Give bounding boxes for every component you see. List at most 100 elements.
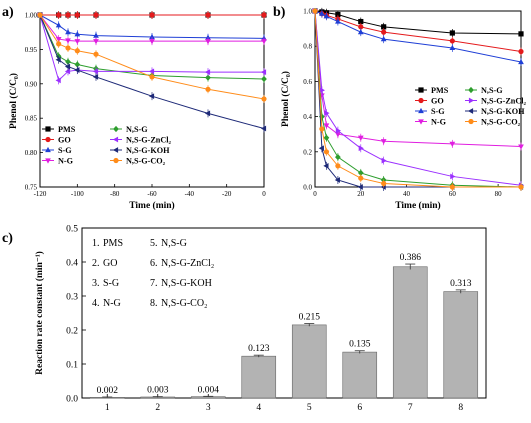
data-point: [261, 75, 267, 83]
legend-entry: N,S-G-ZnCl₂: [481, 97, 527, 106]
legend-number: 7.: [150, 278, 158, 289]
data-point: [323, 123, 330, 129]
legend-entry: N,S-G-KOH: [481, 107, 525, 116]
x-tick-label: -120: [34, 190, 47, 198]
data-point: [381, 29, 387, 35]
data-point: [312, 8, 318, 14]
legend-marker: [418, 107, 424, 114]
legend-number: 1.: [92, 238, 100, 249]
x-tick-label: 40: [403, 190, 411, 198]
x-tick-label: 1: [105, 403, 110, 413]
legend-entry: N,S-G: [481, 86, 503, 95]
data-point: [260, 125, 267, 132]
legend-marker: [468, 118, 474, 125]
data-point: [148, 93, 155, 100]
x-tick-label: 3: [206, 403, 211, 413]
data-point: [380, 36, 387, 42]
x-tick-label: -80: [110, 190, 120, 198]
data-point: [335, 163, 341, 169]
legend-marker: [468, 97, 475, 104]
legend-marker: [45, 126, 51, 132]
data-label: 0.123: [248, 344, 270, 354]
y-tick-label: 0.2: [303, 148, 312, 156]
data-point: [261, 12, 267, 18]
legend-marker: [113, 157, 119, 164]
data-point: [204, 69, 211, 75]
data-label: 0.215: [299, 313, 321, 323]
legend-marker: [418, 97, 424, 104]
data-point: [205, 86, 211, 92]
legend-marker: [418, 119, 424, 125]
data-point: [93, 51, 99, 57]
legend-name: N,S-G-ZnCl₂: [161, 258, 214, 269]
series-line-6: [314, 10, 521, 188]
data-point: [74, 39, 81, 45]
legend-entry: N,S-G-CO₂: [481, 118, 521, 127]
legend-name: N,S-G: [161, 238, 187, 249]
data-point: [261, 96, 267, 102]
data-label: 0.135: [349, 340, 371, 350]
data-label: 0.004: [198, 385, 220, 395]
data-point: [449, 44, 456, 51]
bar: [443, 291, 479, 399]
data-point: [358, 145, 364, 152]
data-point: [380, 139, 387, 145]
series-line-7: [39, 14, 265, 100]
data-point: [74, 31, 81, 37]
x-axis-label: Time (min): [395, 200, 440, 211]
data-point: [92, 68, 99, 75]
data-point: [358, 24, 364, 30]
data-point: [65, 38, 71, 44]
y-tick-label: 0.90: [25, 80, 38, 88]
legend-number: 6.: [150, 258, 158, 269]
data-point: [65, 29, 71, 35]
data-point: [55, 56, 61, 63]
data-point: [518, 184, 524, 190]
plot-frame: [81, 227, 487, 399]
x-tick-label: 6: [357, 403, 362, 413]
data-point: [74, 48, 80, 54]
data-point: [335, 11, 341, 18]
legend-marker: [468, 86, 474, 94]
panel-a: a) -120 -100 -80 -60 -40 -20 0 0.75 0.80 0.85 0.90 0…: [2, 5, 267, 211]
data-point: [56, 12, 62, 18]
legend-marker: [113, 125, 119, 133]
x-tick-label: -100: [71, 190, 84, 198]
x-tick-label: 7: [408, 403, 413, 413]
data-point: [64, 63, 71, 70]
data-point: [74, 61, 81, 68]
data-point: [205, 12, 211, 18]
x-tick-label: 8: [458, 403, 463, 413]
bar: [241, 355, 277, 399]
data-point: [319, 126, 325, 132]
data-point: [65, 58, 71, 65]
data-point: [335, 132, 341, 138]
legend-entry: S-G: [58, 146, 72, 155]
y-tick-label: 0.80: [25, 149, 38, 157]
panel-b: b) 0 20 40 60 80 0.0 0.2 0.4 0.6 0.8 1.0 Time (min) P…: [273, 5, 527, 211]
data-point: [323, 149, 330, 155]
legend-entry: GO: [58, 136, 71, 145]
data-point: [74, 12, 80, 18]
data-point: [323, 163, 329, 169]
x-tick-label: 2: [155, 403, 160, 413]
data-point: [335, 18, 341, 24]
data-point: [149, 39, 155, 45]
data-point: [149, 74, 155, 80]
x-tick-label: -60: [147, 190, 157, 198]
legend-entry: N,S-G-KOH: [126, 146, 170, 155]
data-point: [335, 127, 342, 134]
y-tick-label: 0.0: [303, 184, 312, 192]
data-point: [37, 12, 43, 18]
x-tick-label: 60: [449, 190, 457, 198]
bar: [291, 324, 327, 399]
data-point: [324, 110, 330, 116]
data-point: [93, 12, 99, 18]
data-point: [449, 30, 455, 36]
legend-entry: N,S-G: [126, 125, 148, 134]
legend-name: N-G: [103, 298, 121, 309]
data-point: [334, 177, 340, 183]
legend-name: PMS: [103, 238, 123, 249]
data-point: [55, 22, 62, 28]
